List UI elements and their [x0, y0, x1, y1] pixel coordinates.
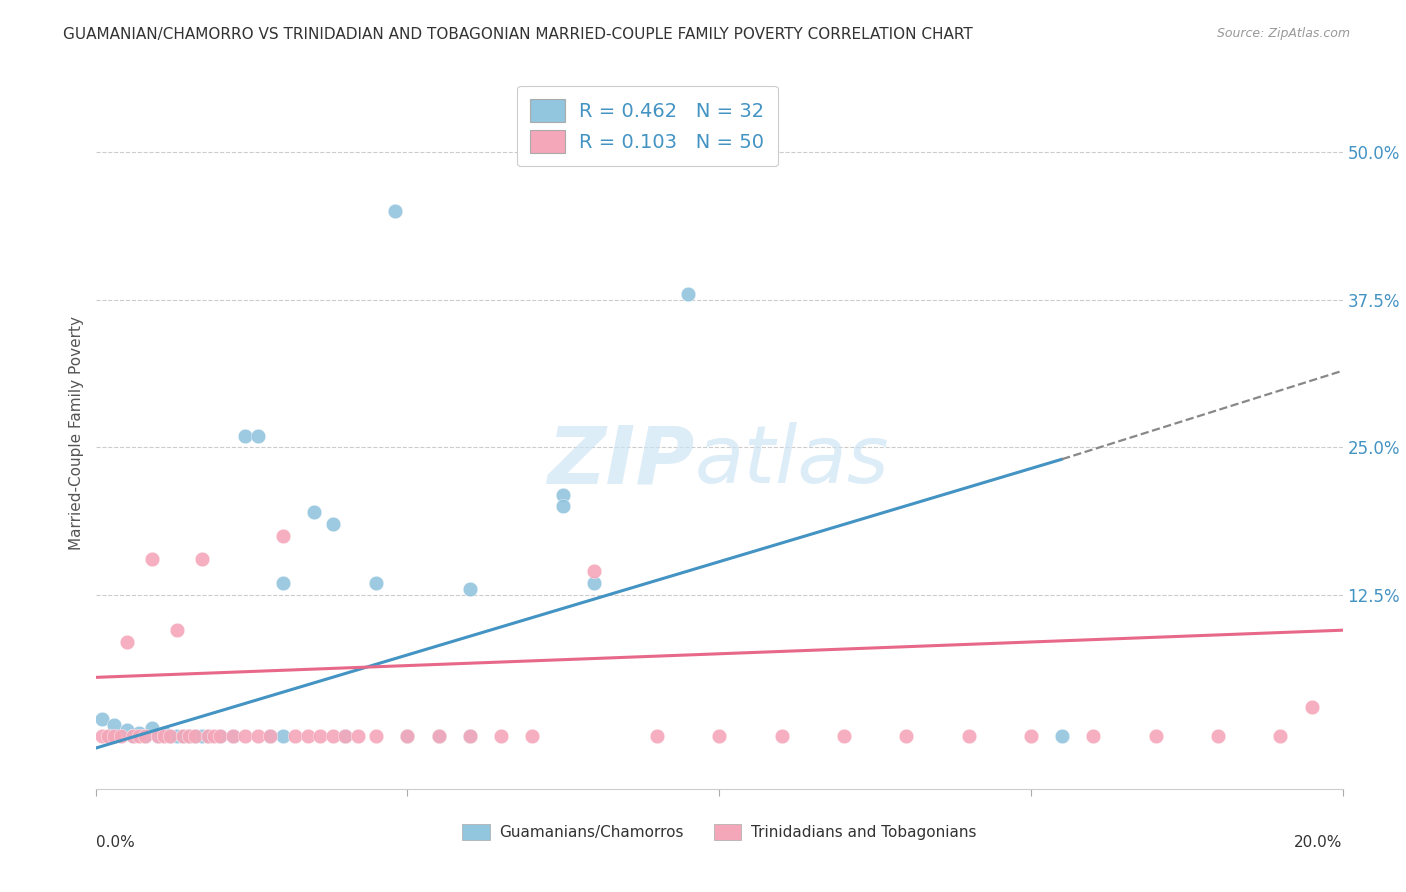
- Point: [297, 729, 319, 743]
- Point: [957, 729, 980, 743]
- Point: [166, 623, 188, 637]
- Point: [427, 729, 450, 743]
- Point: [159, 729, 181, 743]
- Text: 0.0%: 0.0%: [96, 836, 135, 850]
- Point: [271, 729, 294, 743]
- Point: [676, 287, 699, 301]
- Point: [134, 729, 156, 743]
- Point: [166, 729, 188, 743]
- Point: [146, 729, 169, 743]
- Point: [141, 721, 163, 735]
- Point: [458, 729, 481, 743]
- Point: [190, 552, 212, 566]
- Point: [172, 729, 194, 743]
- Point: [832, 729, 855, 743]
- Point: [396, 729, 419, 743]
- Point: [284, 729, 307, 743]
- Point: [141, 552, 163, 566]
- Point: [366, 576, 388, 591]
- Point: [458, 729, 481, 743]
- Point: [309, 729, 332, 743]
- Point: [122, 729, 145, 743]
- Point: [346, 729, 368, 743]
- Point: [202, 729, 225, 743]
- Point: [1144, 729, 1167, 743]
- Point: [209, 729, 232, 743]
- Point: [583, 564, 606, 578]
- Point: [128, 729, 150, 743]
- Point: [209, 729, 232, 743]
- Point: [159, 729, 181, 743]
- Point: [184, 729, 207, 743]
- Point: [333, 729, 356, 743]
- Point: [396, 729, 419, 743]
- Point: [222, 729, 245, 743]
- Point: [366, 729, 388, 743]
- Point: [90, 712, 112, 726]
- Point: [233, 729, 256, 743]
- Point: [489, 729, 512, 743]
- Point: [1270, 729, 1292, 743]
- Point: [271, 576, 294, 591]
- Point: [553, 487, 575, 501]
- Legend: Guamanians/Chamorros, Trinidadians and Tobagonians: Guamanians/Chamorros, Trinidadians and T…: [456, 818, 983, 846]
- Text: ZIP: ZIP: [547, 422, 695, 500]
- Point: [384, 204, 406, 219]
- Point: [520, 729, 543, 743]
- Point: [271, 529, 294, 543]
- Point: [302, 505, 325, 519]
- Text: 20.0%: 20.0%: [1295, 836, 1343, 850]
- Point: [1083, 729, 1105, 743]
- Point: [645, 729, 668, 743]
- Point: [770, 729, 793, 743]
- Point: [427, 729, 450, 743]
- Point: [153, 729, 176, 743]
- Point: [246, 428, 269, 442]
- Point: [115, 723, 138, 738]
- Point: [322, 729, 344, 743]
- Point: [97, 729, 120, 743]
- Point: [146, 729, 169, 743]
- Text: atlas: atlas: [695, 422, 889, 500]
- Point: [172, 729, 194, 743]
- Point: [233, 428, 256, 442]
- Point: [122, 729, 145, 743]
- Point: [153, 726, 176, 740]
- Point: [896, 729, 918, 743]
- Point: [179, 729, 201, 743]
- Point: [197, 729, 219, 743]
- Point: [110, 729, 132, 743]
- Point: [322, 516, 344, 531]
- Point: [103, 717, 125, 731]
- Point: [184, 729, 207, 743]
- Point: [1050, 729, 1073, 743]
- Point: [128, 726, 150, 740]
- Point: [259, 729, 281, 743]
- Point: [103, 729, 125, 743]
- Point: [1301, 699, 1323, 714]
- Text: Source: ZipAtlas.com: Source: ZipAtlas.com: [1216, 27, 1350, 40]
- Point: [222, 729, 245, 743]
- Point: [179, 729, 201, 743]
- Point: [115, 635, 138, 649]
- Point: [333, 729, 356, 743]
- Point: [1206, 729, 1229, 743]
- Point: [1019, 729, 1042, 743]
- Point: [190, 729, 212, 743]
- Point: [197, 729, 219, 743]
- Y-axis label: Married-Couple Family Poverty: Married-Couple Family Poverty: [69, 316, 84, 549]
- Point: [553, 500, 575, 514]
- Text: GUAMANIAN/CHAMORRO VS TRINIDADIAN AND TOBAGONIAN MARRIED-COUPLE FAMILY POVERTY C: GUAMANIAN/CHAMORRO VS TRINIDADIAN AND TO…: [63, 27, 973, 42]
- Point: [259, 729, 281, 743]
- Point: [90, 729, 112, 743]
- Point: [134, 729, 156, 743]
- Point: [246, 729, 269, 743]
- Point: [709, 729, 731, 743]
- Point: [458, 582, 481, 596]
- Point: [583, 576, 606, 591]
